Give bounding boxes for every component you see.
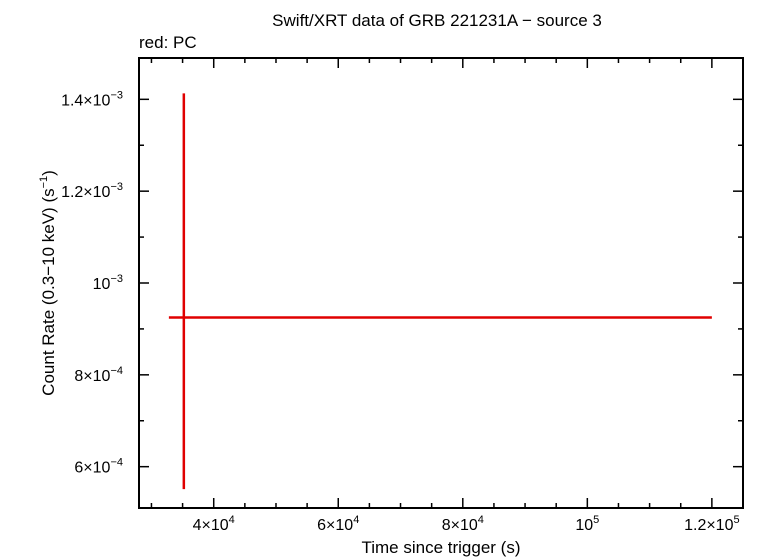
y-tick-mantissa: 1.2×10 — [61, 184, 110, 201]
y-tick-label: 6×10−4 — [74, 457, 123, 477]
x-axis-ticks — [150, 58, 744, 508]
y-tick-exponent: −4 — [110, 457, 123, 469]
y-tick-mantissa: 10 — [93, 276, 111, 293]
y-tick-mantissa: 6×10 — [74, 460, 110, 477]
y-tick-label: 1.4×10−3 — [61, 89, 123, 109]
y-axis-label: Count Rate (0.3−10 keV) (s−1) — [38, 170, 58, 396]
chart-subtitle: red: PC — [139, 33, 197, 52]
x-tick-mantissa: 6×10 — [317, 517, 353, 534]
x-tick-label: 4×104 — [193, 514, 235, 534]
y-tick-exponent: −3 — [110, 181, 123, 193]
x-tick-exponent: 4 — [229, 514, 235, 526]
data-point — [168, 93, 712, 490]
chart-title: Swift/XRT data of GRB 221231A − source 3 — [272, 11, 602, 30]
plot-frame — [138, 57, 744, 509]
y-tick-exponent: −3 — [110, 89, 123, 101]
y-axis-label-close: ) — [39, 170, 58, 176]
data-series — [168, 93, 712, 490]
y-axis-label-exponent: −1 — [38, 176, 50, 189]
x-tick-mantissa: 4×10 — [193, 517, 229, 534]
x-tick-exponent: 4 — [478, 514, 484, 526]
y-tick-mantissa: 8×10 — [74, 368, 110, 385]
x-tick-label: 105 — [575, 514, 599, 534]
x-tick-exponent: 5 — [593, 514, 599, 526]
x-tick-label: 8×104 — [442, 514, 484, 534]
x-tick-label: 1.2×105 — [684, 514, 740, 534]
x-axis-tick-labels: 4×104 6×104 8×104 105 1.2×105 — [193, 514, 740, 534]
x-tick-mantissa: 8×10 — [442, 517, 478, 534]
y-axis-ticks — [139, 98, 743, 468]
y-tick-label: 10−3 — [93, 273, 123, 293]
y-tick-exponent: −3 — [110, 273, 123, 285]
y-axis-tick-labels: 6×10−48×10−410−31.2×10−31.4×10−3 — [61, 89, 123, 476]
y-tick-label: 8×10−4 — [74, 365, 123, 385]
y-axis-label-main: Count Rate (0.3−10 keV) (s — [39, 188, 58, 395]
x-tick-exponent: 5 — [733, 514, 739, 526]
y-tick-mantissa: 1.4×10 — [61, 92, 110, 109]
x-tick-mantissa: 1.2×10 — [684, 517, 733, 534]
x-tick-exponent: 4 — [353, 514, 359, 526]
x-tick-mantissa: 10 — [575, 517, 593, 534]
x-tick-label: 6×104 — [317, 514, 359, 534]
x-axis-label: Time since trigger (s) — [361, 538, 520, 557]
y-tick-label: 1.2×10−3 — [61, 181, 123, 201]
y-tick-exponent: −4 — [110, 365, 123, 377]
